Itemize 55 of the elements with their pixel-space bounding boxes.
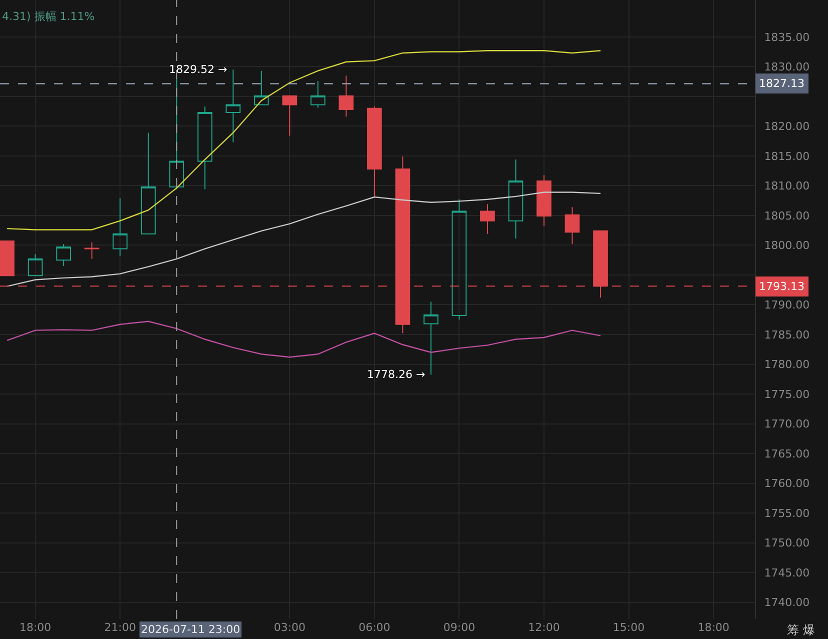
y-tick-label: 1805.00 [764,209,810,222]
candlestick [536,174,552,227]
candlestick [140,132,156,234]
x-tick-label: 18:00 [19,621,52,634]
y-tick-label: 1760.00 [764,477,810,490]
y-tick-label: 1750.00 [764,536,810,550]
y-tick-label: 1815.00 [764,150,810,163]
candlestick [112,198,128,256]
candlestick [282,95,298,136]
candlestick [226,69,241,143]
y-tick-label: 1810.00 [764,180,810,193]
x-tick-label: 12:00 [528,621,560,634]
y-tick-label: 1820.00 [764,120,810,134]
annotation: 1829.52 → [169,63,228,76]
candlestick [310,80,326,108]
y-tick-label: 1765.00 [764,447,810,460]
candlestick [254,70,269,106]
y-tick-label: 1785.00 [764,328,810,342]
y-tick-label: 1770.00 [764,418,810,431]
candlestick [564,206,580,245]
annotation: 4.31) 振幅 1.11% [2,10,95,23]
candlestick [28,254,43,276]
candlestick [480,204,495,234]
candlestick [56,244,72,267]
candlestick [0,240,14,276]
candlestick [197,106,212,190]
candlestick [424,301,438,376]
ref-line-label: 1793.13 [759,280,804,293]
line-series [6,192,602,287]
candlestick [508,159,524,240]
y-tick-label: 1835.00 [764,30,810,44]
text: 筹 爆 [787,623,815,637]
candlestick [452,198,467,320]
y-tick-label: 1755.00 [764,506,810,520]
y-tick-label: 1775.00 [764,388,810,401]
candlestick [367,106,382,197]
candlestick [338,75,354,118]
annotation: 1778.26 → [367,368,426,381]
ref-line-label: 2026-07-11 23:00 [141,623,240,636]
y-tick-label: 1830.00 [764,60,810,74]
y-tick-label: 1740.00 [764,596,810,610]
y-tick-label: 1745.00 [764,566,810,580]
x-tick-label: 03:00 [274,621,306,634]
x-tick-label: 18:00 [698,621,730,634]
y-tick-label: 1780.00 [764,358,810,372]
x-tick-label: 06:00 [358,621,390,634]
candlestick [84,242,100,260]
line-series [6,320,602,358]
ref-line-label: 1827.13 [759,77,804,90]
x-tick-label: 09:00 [443,621,476,634]
y-tick-label: 1800.00 [764,239,810,252]
line-series [6,50,602,230]
x-tick-label: 21:00 [104,621,136,634]
x-tick-label: 15:00 [612,621,645,634]
y-tick-label: 1790.00 [764,298,810,312]
